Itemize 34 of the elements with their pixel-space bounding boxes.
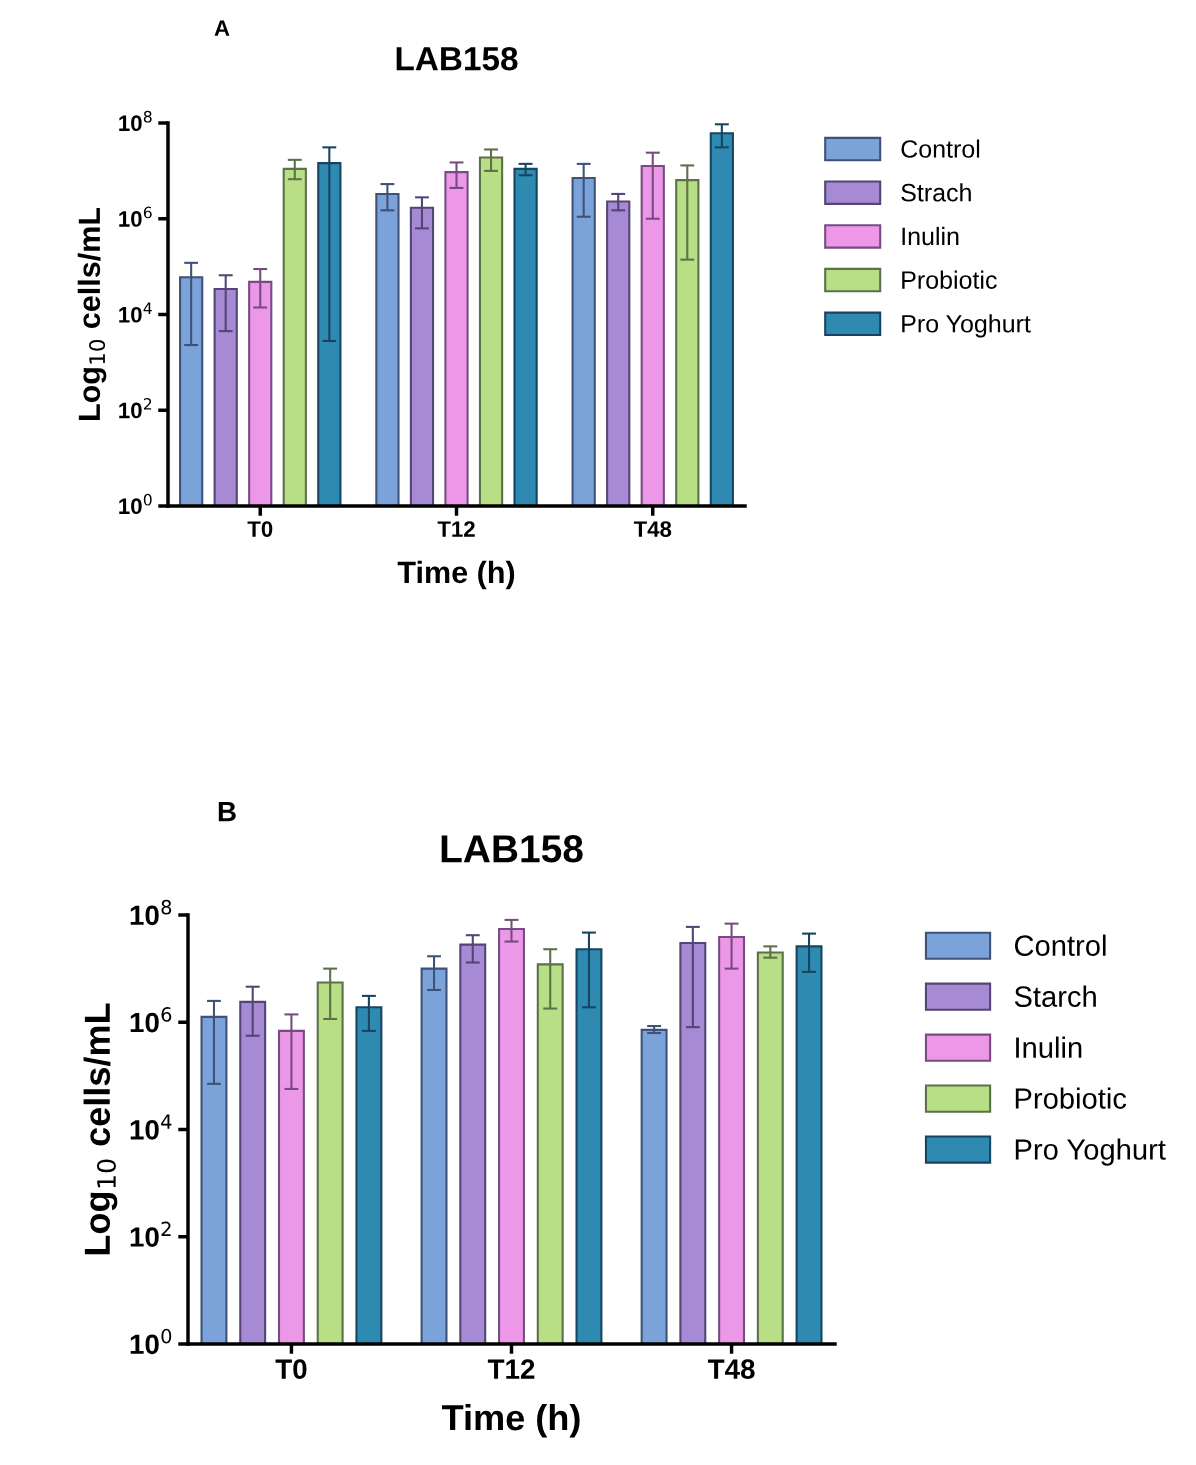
y-tick-label: 10$^{4}$: [130, 1114, 172, 1140]
legend-label: Inulin: [1016, 1036, 1082, 1058]
legend-label: Probiotic: [902, 270, 997, 289]
legend-label: Control: [901, 139, 980, 158]
x-tick-label: T48: [633, 521, 672, 537]
x-axis-title: Time (h): [397, 560, 515, 590]
y-tick-label: 10$^{6}$: [119, 206, 152, 227]
legend-label: Pro Yoghurt: [902, 314, 1031, 338]
y-tick-label: 10$^{2}$: [119, 398, 152, 419]
chart-title: LAB158: [396, 46, 518, 71]
legend-label: Probiotic: [1015, 1087, 1127, 1109]
y-tick-label: 10$^{0}$: [130, 1328, 172, 1355]
x-tick-label: T0: [247, 521, 273, 537]
y-tick-label: 10$^{6}$: [130, 1007, 172, 1033]
y-tick-label: 10$^{0}$: [119, 493, 152, 515]
y-axis-title: Log$_{10}$ cells/mL: [83, 1003, 118, 1255]
text: A: [214, 20, 230, 36]
x-tick-label: T12: [487, 1359, 535, 1379]
y-tick-label: 10$^{8}$: [130, 899, 172, 926]
text: B: [218, 802, 236, 822]
x-tick-label: T0: [275, 1359, 307, 1379]
y-axis-title: Log$_{10}$ cells/mL: [77, 207, 107, 421]
y-tick-label: 10$^{4}$: [119, 302, 152, 323]
x-tick-label: T48: [707, 1359, 755, 1379]
x-axis-title: Time (h): [442, 1403, 580, 1438]
x-tick-label: T12: [437, 521, 475, 537]
legend-label: Strach: [901, 183, 971, 202]
legend-label: Control: [1014, 934, 1106, 956]
legend-label: Pro Yoghurt: [1015, 1138, 1166, 1166]
y-tick-label: 10$^{2}$: [130, 1221, 171, 1247]
y-tick-label: 10$^{8}$: [119, 110, 152, 132]
legend-label: Inulin: [902, 226, 959, 246]
legend-label: Starch: [1014, 985, 1096, 1007]
chart-title: LAB158: [441, 835, 583, 863]
